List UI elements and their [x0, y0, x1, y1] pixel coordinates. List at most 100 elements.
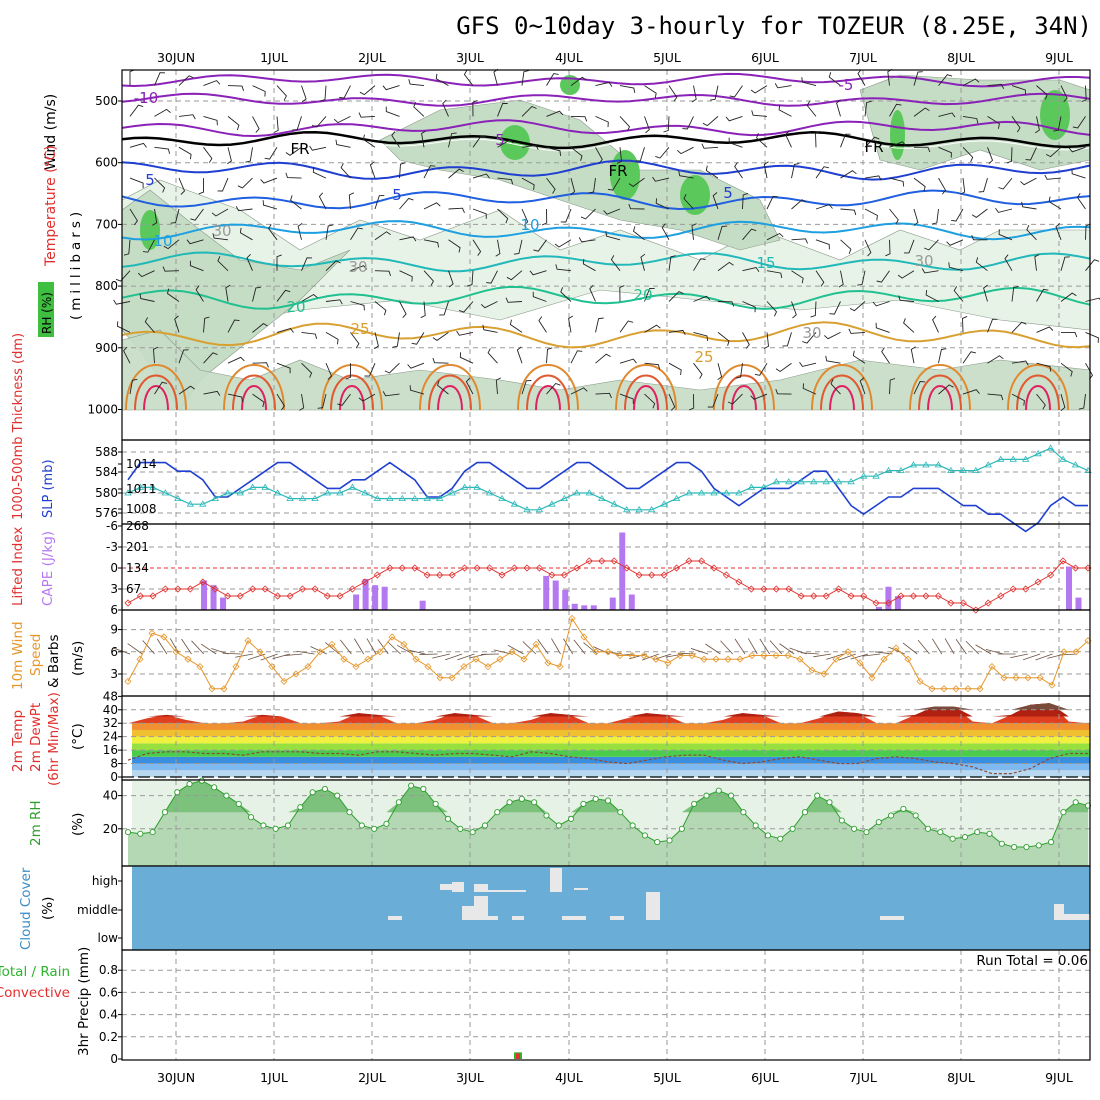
ylabel-temp: Temperature (°C) [43, 145, 59, 267]
barb-3-34 [960, 178, 966, 195]
barb-7-23 [693, 295, 711, 302]
thickness-point-69 [984, 461, 992, 468]
ylabel-cape: CAPE (J/kg) [40, 531, 56, 606]
w10-barb-67 [944, 638, 955, 655]
barb-7-8 [325, 299, 343, 305]
barb-7-10 [374, 301, 387, 316]
barb-1-2 [178, 114, 196, 120]
barb-7-15 [480, 301, 498, 309]
barb-8-22 [668, 329, 686, 336]
wind10-point-45 [664, 659, 672, 667]
temp-band-2 [132, 756, 1090, 764]
barb-6-5 [246, 253, 253, 271]
barb-3-3 [198, 178, 204, 195]
barb-0-39 [1081, 85, 1087, 103]
thickness-point-35 [560, 494, 569, 501]
barb-5-39 [1085, 223, 1091, 240]
barb-7-29 [829, 301, 841, 315]
rh2m-point-62 [888, 812, 895, 819]
barb-0-37 [1036, 85, 1048, 100]
barb-8-6 [276, 327, 294, 333]
barb-10-32 [913, 381, 926, 395]
barb-5-21 [632, 226, 645, 241]
tick-label-8: 8 [110, 757, 118, 771]
barb-7-7 [301, 293, 318, 302]
li-line [127, 560, 1088, 611]
barb-5-7 [297, 223, 303, 240]
rh2m-point-43 [654, 839, 661, 846]
barb-6-17 [529, 270, 547, 276]
barb-5-15 [495, 239, 501, 257]
li-point-20 [373, 571, 381, 579]
wind10-point-2 [148, 629, 156, 637]
barb-8-1 [144, 317, 155, 333]
barb-0-36 [1011, 85, 1027, 95]
barb-7-31 [872, 301, 890, 307]
barb-3-30 [864, 175, 882, 181]
barb-7-35 [983, 284, 988, 302]
li-point-54 [797, 592, 805, 600]
barb-1-1 [154, 108, 171, 117]
barb-2-34 [962, 146, 974, 163]
date-label-top-1JUL: 1JUL [260, 50, 288, 65]
wind10-point-76 [1036, 674, 1044, 682]
barb-1-28 [806, 100, 817, 117]
wind10-point-5 [184, 655, 192, 663]
tick-label-500: 500 [95, 94, 118, 108]
cape-bar-100 [1075, 597, 1082, 610]
wind10-point-66 [916, 677, 924, 685]
date-label-top-4JUL: 4JUL [555, 50, 583, 65]
barb-8-27 [782, 332, 792, 347]
barb-4-1 [152, 208, 158, 226]
loop-4-1 [526, 374, 570, 411]
date-label-top-7JUL: 7JUL [849, 50, 877, 65]
thickness-point-17 [336, 489, 344, 496]
slp-thickness-panel: 588 584 580 576 1014 1011 1008 1000-500mb Thic… [11, 333, 1092, 533]
barb-5-22 [661, 223, 670, 241]
fr-label-1: FR [608, 162, 627, 180]
tick-label-580: 580 [95, 486, 118, 500]
barb-2-23 [677, 146, 694, 155]
rh2m-point-54 [789, 825, 796, 832]
barb-5-3 [186, 239, 204, 245]
contour-label-2: 5 [495, 131, 505, 149]
loop-0-2 [143, 385, 169, 411]
w10-barb-37 [573, 639, 586, 655]
thickness-point-44 [672, 494, 681, 501]
tick-label-0.6: 0.6 [99, 985, 118, 999]
cloud-block-8 [646, 892, 660, 920]
barb-0-5 [252, 85, 266, 97]
w10-barb-65 [917, 639, 930, 655]
barb-7-22 [668, 291, 684, 302]
rh2m-point-8 [223, 792, 230, 799]
thickness-point-18 [348, 483, 357, 490]
barb-9-0 [123, 346, 131, 364]
ylabel-slp: SLP (mb) [41, 459, 56, 518]
barb-7-26 [766, 301, 778, 317]
li-point-64 [922, 592, 930, 600]
li-point-22 [398, 564, 406, 572]
rh2m-point-67 [949, 835, 956, 842]
barb-8-35 [987, 318, 998, 333]
barb-10-29 [830, 379, 841, 395]
barb-7-36 [1011, 285, 1019, 302]
wind10-point-18 [340, 655, 348, 663]
rh2m-point-21 [383, 820, 390, 827]
barb-4-12 [423, 202, 441, 210]
barb-5-12 [423, 239, 440, 248]
w10-barb-18 [339, 639, 352, 655]
barb-8-24 [717, 332, 730, 346]
tick-label-1014: 1014 [126, 457, 157, 471]
cloud-block-9 [388, 916, 402, 920]
w10-barb-74 [1023, 653, 1041, 661]
tick-label-40: 40 [103, 703, 118, 717]
cape-bar-45 [552, 580, 559, 610]
date-label-bottom-4JUL: 4JUL [555, 1070, 583, 1085]
date-labels-top: 30JUN 1JUL 2JUL 3JUL 4JUL 5JUL 6JUL 7JUL 8JUL 9JU… [157, 50, 1073, 65]
rh2m-point-45 [678, 825, 685, 832]
barb-3-39 [1071, 168, 1086, 179]
wind10-point-26 [436, 674, 444, 682]
tick-label-40: 40 [103, 789, 118, 803]
cloud-block-3 [486, 890, 526, 892]
w10-barb-49 [720, 640, 733, 655]
